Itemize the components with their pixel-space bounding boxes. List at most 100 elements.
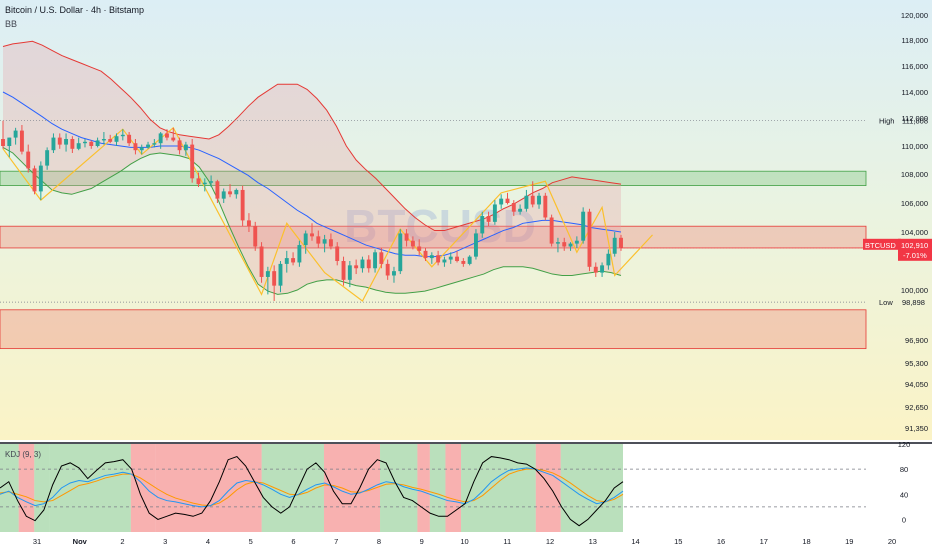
price-tick-label: 94,050 <box>905 380 928 389</box>
candle-body <box>158 133 163 144</box>
zone-supply <box>0 225 867 249</box>
candle-body <box>120 134 125 137</box>
candle-body <box>265 271 270 277</box>
candle-body <box>108 139 113 142</box>
time-tick-label: 7 <box>334 537 338 546</box>
candle-body <box>347 265 352 280</box>
bb-upper-line <box>2 40 622 232</box>
candle-body <box>45 150 50 166</box>
candle-body <box>13 130 18 138</box>
indicator-label[interactable]: BB <box>5 19 18 29</box>
candle-body <box>152 143 157 145</box>
main-pane-background <box>0 0 932 440</box>
zone-demand <box>0 309 867 350</box>
time-tick-label: 15 <box>674 537 682 546</box>
time-tick-label: 2 <box>120 537 124 546</box>
symbol-tag-bg <box>863 238 901 250</box>
candle-body <box>600 265 605 273</box>
price-tick-label: 91,350 <box>905 424 928 433</box>
candle-body <box>303 233 308 246</box>
candle-body <box>499 198 504 205</box>
candle-body <box>127 134 132 144</box>
candle-body <box>379 252 384 264</box>
candle-body <box>417 246 422 251</box>
kdj-band-bear <box>417 444 430 532</box>
candle-body <box>221 191 226 199</box>
price-tick-label: 95,300 <box>905 359 928 368</box>
candle-body <box>354 265 359 269</box>
candle-body <box>190 144 195 179</box>
candle-body <box>146 144 150 148</box>
kdj-d-line <box>0 468 624 507</box>
price-tick-label: 114,000 <box>901 88 928 97</box>
kdj-band-bear <box>130 444 156 532</box>
time-tick-label: 8 <box>377 537 381 546</box>
kdj-label[interactable]: KDJ (9, 3) <box>5 450 42 459</box>
candle-body <box>619 237 623 248</box>
candle-body <box>549 217 554 244</box>
kdj-k-line <box>0 467 624 508</box>
kdj-tick-label: 120 <box>898 440 911 449</box>
bb-lower-line <box>2 146 622 295</box>
kdj-band-bear <box>155 444 262 532</box>
candle-body <box>76 143 81 149</box>
price-tick-label: 104,000 <box>901 228 928 237</box>
candle-body <box>316 236 321 244</box>
candle-body <box>165 133 169 138</box>
candle-body <box>246 220 251 227</box>
candle-body <box>524 195 529 209</box>
time-tick-label: 20 <box>888 537 896 546</box>
candle-body <box>442 259 447 263</box>
candle-body <box>26 151 31 169</box>
candle-body <box>278 263 283 286</box>
zone-resistance <box>0 170 867 186</box>
candle-body <box>51 137 56 151</box>
kdj-band-bear <box>535 444 561 532</box>
time-tick-label: 17 <box>760 537 768 546</box>
candle-body <box>410 240 415 247</box>
price-tick-label: 110,000 <box>901 142 928 151</box>
kdj-band-bull <box>34 444 50 532</box>
candle-body <box>392 271 396 276</box>
candle-body <box>95 140 100 146</box>
time-tick-label: 18 <box>802 537 810 546</box>
candle-body <box>297 245 302 263</box>
candle-body <box>555 242 560 244</box>
last-price-value: 102,910 <box>901 241 928 250</box>
candle-body <box>228 191 232 195</box>
kdj-band-bear <box>445 444 462 532</box>
candle-body <box>341 261 346 280</box>
candle-body <box>373 252 378 269</box>
candle-body <box>448 256 453 260</box>
candle-body <box>505 198 510 203</box>
candle-body <box>568 243 573 247</box>
time-tick-label: 10 <box>460 537 468 546</box>
kdj-band-bull <box>461 444 536 532</box>
candle-body <box>234 189 239 195</box>
candle-body <box>537 195 541 205</box>
candle-body <box>360 259 365 269</box>
time-tick-label: 4 <box>206 537 210 546</box>
candle-body <box>486 216 491 222</box>
candle-body <box>581 211 586 241</box>
candle-body <box>511 203 516 212</box>
candle-body <box>101 139 106 141</box>
candle-body <box>64 139 69 145</box>
candle-body <box>429 255 434 259</box>
candle-body <box>612 237 617 254</box>
candle-body <box>322 239 327 244</box>
candle-body <box>518 208 523 212</box>
candle-body <box>196 178 201 185</box>
candle-body <box>202 182 207 185</box>
candle-body <box>404 233 409 241</box>
candle-body <box>83 141 87 144</box>
price-tick-label: 118,000 <box>901 36 928 45</box>
candle-body <box>1 139 5 146</box>
candle-body <box>436 255 441 263</box>
level-value-high: 111,808 <box>902 117 928 126</box>
candle-body <box>32 168 37 192</box>
candle-body <box>215 181 220 199</box>
candle-body <box>385 263 390 276</box>
